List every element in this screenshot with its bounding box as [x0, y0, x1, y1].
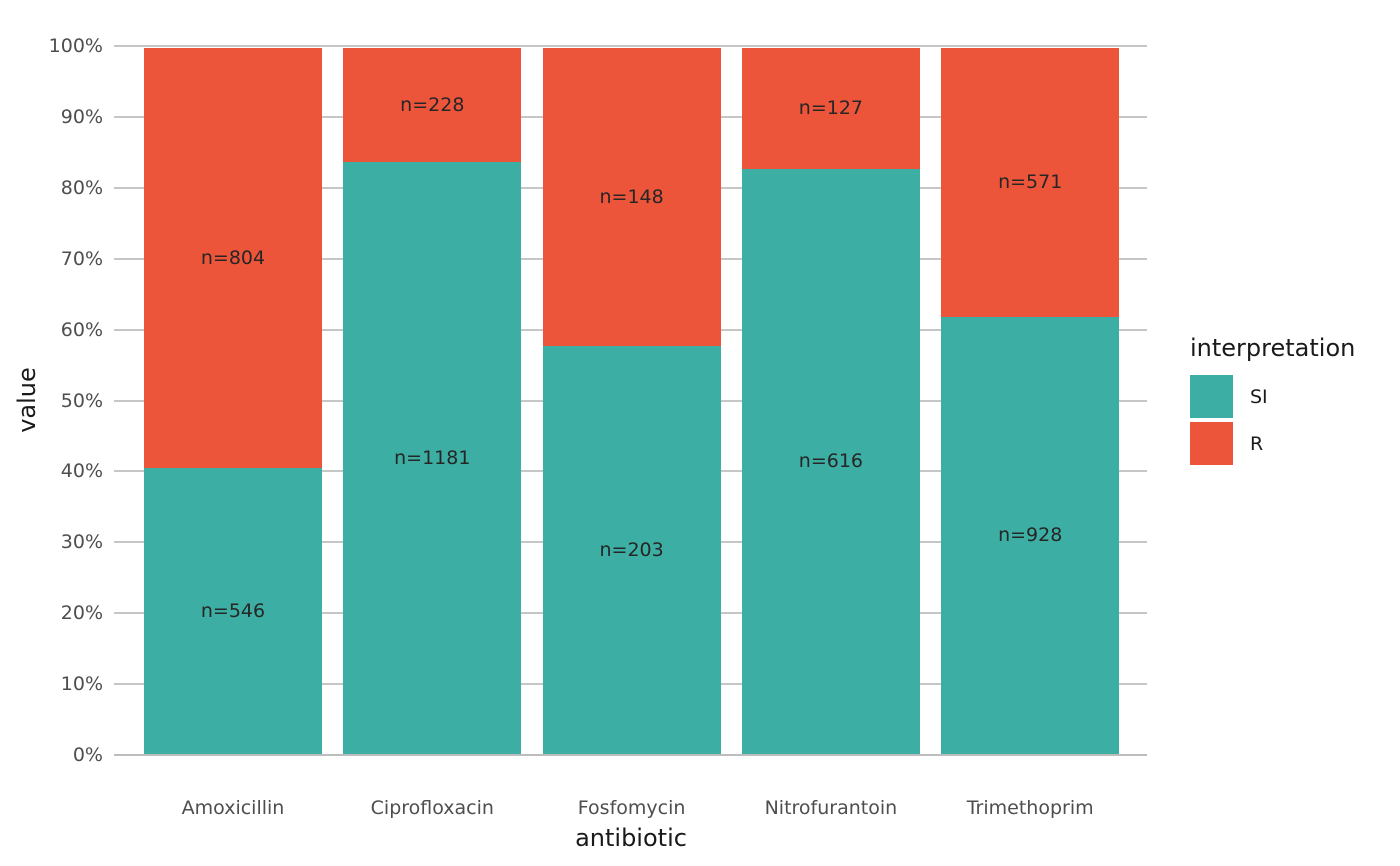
- segment-count-label-si-ciprofloxacin: n=1181: [394, 447, 471, 470]
- segment-count-label-si-amoxicillin: n=546: [200, 600, 266, 623]
- y-tick-label-90: 90%: [60, 105, 103, 128]
- x-category-label-ciprofloxacin: Ciprofloxacin: [370, 797, 494, 819]
- bar-segment-si-nitrofurantoin: n=616: [741, 168, 920, 754]
- legend: interpretation SI R: [1190, 334, 1355, 469]
- legend-label-si: SI: [1250, 385, 1268, 408]
- legend-label-r: R: [1250, 432, 1264, 455]
- y-gridline-100: [114, 45, 1147, 47]
- segment-count-label-r-ciprofloxacin: n=228: [400, 94, 465, 117]
- y-tick-label-60: 60%: [60, 318, 103, 341]
- y-tick-label-70: 70%: [60, 247, 103, 270]
- y-tick-label-30: 30%: [60, 531, 103, 554]
- bar-segment-r-fosfomycin: n=148: [542, 48, 721, 346]
- y-tick-label-50: 50%: [60, 389, 103, 412]
- x-axis-title: antibiotic: [575, 824, 687, 852]
- y-tick-label-0: 0%: [72, 744, 103, 766]
- x-category-label-nitrofurantoin: Nitrofurantoin: [764, 797, 898, 819]
- y-gridline-0: [114, 754, 1147, 756]
- y-tick-label-40: 40%: [60, 460, 103, 483]
- x-category-label-trimethoprim: Trimethoprim: [966, 797, 1094, 819]
- bar-segment-si-amoxicillin: n=546: [144, 468, 322, 754]
- bar-segment-r-trimethoprim: n=571: [941, 48, 1120, 317]
- bar-segment-r-amoxicillin: n=804: [144, 48, 322, 469]
- bar-amoxicillin: n=804 n=546: [144, 48, 322, 754]
- legend-item-si: SI: [1190, 375, 1355, 418]
- legend-title: interpretation: [1190, 334, 1356, 362]
- x-axis-category-labels: Amoxicillin Ciprofloxacin Fosfomycin Nitrof…: [0, 797, 1400, 827]
- y-tick-label-100: 100%: [48, 35, 103, 57]
- bar-trimethoprim: n=571 n=928: [941, 48, 1120, 754]
- bar-ciprofloxacin: n=228 n=1181: [343, 48, 522, 754]
- segment-count-label-r-trimethoprim: n=571: [998, 171, 1063, 194]
- segment-count-label-r-nitrofurantoin: n=127: [798, 97, 864, 120]
- y-tick-label-20: 20%: [60, 602, 103, 625]
- y-axis-tick-labels: 0% 10% 20% 30% 40% 50% 60% 70% 80% 90% 100%: [0, 35, 103, 766]
- bars-container: n=804 n=546 n=228 n=1181 n=148 n=203 n=127 n=61…: [114, 48, 1147, 754]
- y-tick-label-80: 80%: [60, 176, 103, 199]
- y-tick-label-10: 10%: [60, 673, 103, 696]
- legend-swatch-r: [1190, 422, 1233, 465]
- x-category-label-fosfomycin: Fosfomycin: [577, 797, 686, 819]
- bar-segment-si-trimethoprim: n=928: [941, 316, 1120, 754]
- segment-count-label-r-amoxicillin: n=804: [200, 247, 266, 270]
- segment-count-label-si-fosfomycin: n=203: [599, 538, 664, 561]
- bar-fosfomycin: n=148 n=203: [542, 48, 721, 754]
- legend-swatch-si: [1190, 375, 1233, 418]
- bar-segment-r-ciprofloxacin: n=228: [343, 48, 522, 163]
- x-category-label-amoxicillin: Amoxicillin: [181, 797, 285, 819]
- segment-count-label-r-fosfomycin: n=148: [599, 185, 664, 208]
- bar-nitrofurantoin: n=127 n=616: [741, 48, 920, 754]
- bar-segment-r-nitrofurantoin: n=127: [741, 48, 920, 169]
- legend-item-r: R: [1190, 422, 1355, 465]
- segment-count-label-si-trimethoprim: n=928: [998, 524, 1063, 547]
- bar-segment-si-fosfomycin: n=203: [542, 345, 721, 754]
- bar-segment-si-ciprofloxacin: n=1181: [343, 162, 522, 754]
- segment-count-label-si-nitrofurantoin: n=616: [798, 450, 864, 473]
- plot-panel: n=804 n=546 n=228 n=1181 n=148 n=203 n=127 n=61…: [114, 45, 1147, 757]
